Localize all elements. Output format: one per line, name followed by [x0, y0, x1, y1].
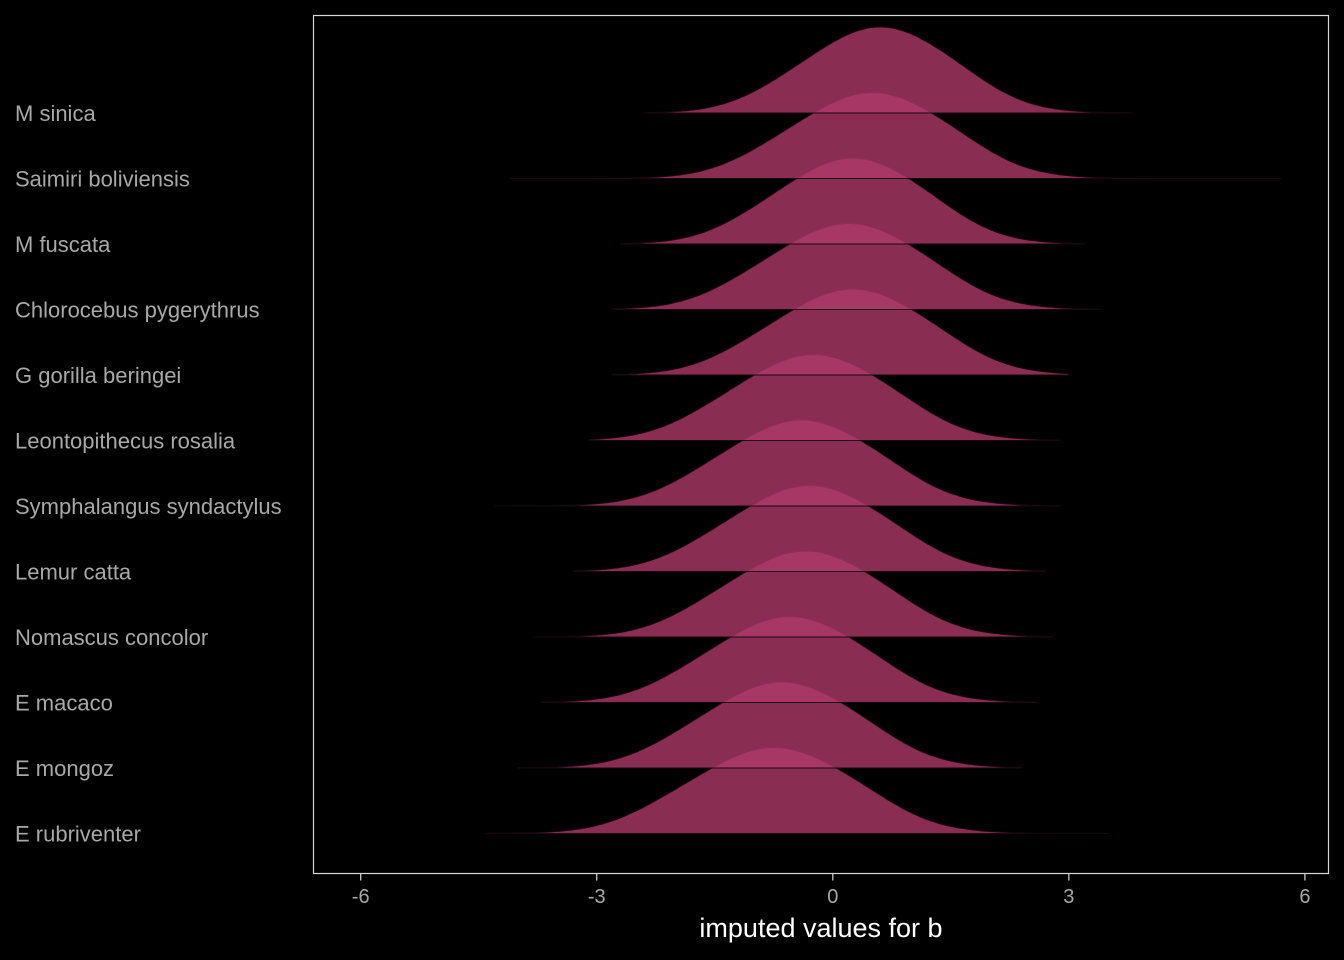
category-label: Leontopithecus rosalia — [15, 429, 236, 454]
category-labels: M sinica Saimiri boliviensis M fuscata Chlo… — [15, 101, 282, 847]
category-label: Chlorocebus pygerythrus — [15, 298, 260, 323]
x-tick-label: -6 — [352, 886, 370, 908]
x-tick-label: 6 — [1299, 886, 1310, 908]
category-label: Saimiri boliviensis — [15, 167, 190, 192]
density-ridges — [486, 26, 1282, 834]
category-label: Nomascus concolor — [15, 625, 208, 650]
category-label: E macaco — [15, 691, 113, 716]
x-tick-label: -3 — [588, 886, 606, 908]
category-label: E rubriventer — [15, 822, 141, 847]
category-label: Symphalangus syndactylus — [15, 494, 282, 519]
category-label: G gorilla beringei — [15, 363, 181, 388]
panel-border — [312, 14, 1330, 875]
category-label: M sinica — [15, 101, 96, 126]
category-label: M fuscata — [15, 232, 111, 257]
ridge-m-sinica — [643, 26, 1133, 114]
category-label: E mongoz — [15, 756, 114, 781]
category-label: Lemur catta — [15, 560, 132, 585]
x-axis-title: imputed values for b — [699, 913, 942, 943]
x-tick-label: 3 — [1063, 886, 1074, 908]
x-tick-label: 0 — [827, 886, 838, 908]
x-axis-ticks: -6 -3 0 3 6 — [352, 873, 1310, 908]
